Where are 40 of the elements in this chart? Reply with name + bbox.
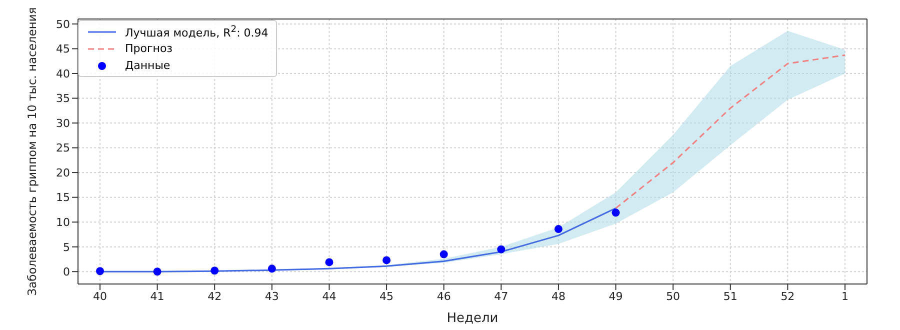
x-tick-label: 40 (93, 290, 107, 303)
y-tick-label: 40 (56, 67, 70, 80)
x-tick-label: 1 (842, 290, 848, 303)
point (497, 245, 506, 254)
x-tick-label: 50 (666, 290, 680, 303)
point (382, 256, 391, 264)
point (153, 268, 162, 276)
point (268, 264, 276, 273)
x-tick-label: 45 (380, 290, 394, 303)
y-tick-label: 15 (56, 191, 70, 204)
x-tick-label: 43 (264, 290, 279, 303)
y-axis-title: Заболеваемость гриппом на 10 тыс. населения (25, 7, 40, 296)
x-tick-label: 44 (322, 290, 336, 303)
y-tick-label: 50 (56, 18, 70, 31)
x-tick-label: 42 (208, 290, 222, 303)
y-tick-label: 10 (56, 216, 70, 229)
y-tick-label: 45 (56, 42, 70, 56)
x-tick-label: 41 (150, 290, 164, 303)
y-tick-label: 35 (56, 92, 70, 106)
point (440, 250, 448, 258)
point (325, 258, 334, 266)
x-tick-label: 47 (494, 290, 508, 303)
point (554, 225, 562, 234)
y-tick-label: 0 (63, 266, 70, 279)
y-tick-label: 25 (56, 142, 70, 155)
y-tick-label: 30 (56, 116, 70, 130)
point (210, 266, 219, 275)
x-tick-label: 46 (436, 290, 451, 303)
legend-label: Лучшая модель, R$^{2}$: 0.94 (125, 24, 268, 40)
point (612, 208, 620, 217)
x-tick-label: 51 (723, 290, 738, 303)
legend-label: Прогноз (125, 42, 173, 55)
y-tick-label: 20 (56, 166, 70, 180)
legend-label: Данные (125, 59, 170, 72)
x-axis-title: Недели (446, 311, 498, 326)
point (96, 267, 104, 276)
x-tick-label: 49 (608, 290, 623, 303)
x-tick-label: 48 (551, 290, 566, 303)
x-tick-label: 52 (780, 290, 795, 303)
y-tick-label: 5 (63, 240, 70, 254)
